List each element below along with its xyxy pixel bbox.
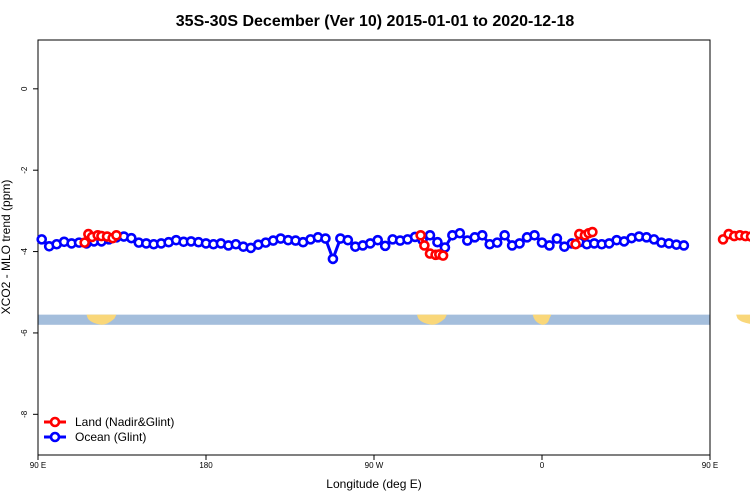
legend-land-marker <box>49 416 61 428</box>
map-land-1 <box>416 314 447 325</box>
y-tick-label: -2 <box>20 166 29 174</box>
x-tick-label: 90 E <box>30 461 46 470</box>
ocean-point <box>544 240 555 251</box>
legend: Land (Nadir&Glint) Ocean (Glint) <box>44 415 174 444</box>
x-tick-label: 0 <box>540 461 545 470</box>
ocean-point <box>320 233 331 244</box>
map-land-2 <box>532 314 552 325</box>
land-point <box>79 237 90 248</box>
series-land <box>79 226 750 261</box>
ocean-point <box>514 238 525 249</box>
land-point <box>419 240 430 251</box>
chart-title: 35S-30S December (Ver 10) 2015-01-01 to … <box>176 13 575 30</box>
y-tick-label: -6 <box>20 329 29 337</box>
world-map-strip <box>38 314 750 325</box>
map-land-3 <box>736 314 750 324</box>
ocean-point <box>36 234 48 245</box>
x-tick-label: 90 E <box>702 461 718 470</box>
ocean-point <box>491 237 503 248</box>
ocean-point <box>529 229 540 241</box>
ocean-point <box>372 234 384 246</box>
land-point <box>111 229 122 241</box>
legend-ocean-label: Ocean (Glint) <box>75 430 146 444</box>
ocean-point <box>476 229 488 241</box>
ocean-point <box>342 234 354 246</box>
ocean-point <box>499 229 510 241</box>
y-tick-label: -4 <box>20 247 29 255</box>
ocean-point <box>379 240 391 252</box>
y-axis-label: XCO2 - MLO trend (ppm) <box>0 180 13 315</box>
ocean-point <box>432 236 443 248</box>
x-axis: 90 E 180 90 W 0 90 E <box>30 455 718 470</box>
land-point <box>437 250 449 261</box>
legend-ocean-marker <box>49 431 61 443</box>
legend-land-label: Land (Nadir&Glint) <box>75 415 174 429</box>
x-axis-label: Longitude (deg E) <box>326 477 421 491</box>
land-point <box>745 231 750 242</box>
x-tick-label: 180 <box>199 461 213 470</box>
y-axis: 0 -2 -4 -6 -8 <box>20 86 38 418</box>
land-point <box>415 229 426 241</box>
x-tick-label: 90 W <box>365 461 384 470</box>
y-tick-label: -8 <box>20 410 29 418</box>
map-land-0 <box>86 314 117 325</box>
ocean-point <box>424 229 436 241</box>
ocean-point <box>327 253 339 265</box>
ocean-point <box>126 232 137 244</box>
y-tick-label: 0 <box>20 86 29 91</box>
map-ocean <box>38 314 710 325</box>
land-point <box>587 226 598 238</box>
ocean-point <box>551 233 563 244</box>
series-layer <box>36 226 750 265</box>
land-point <box>570 238 581 250</box>
ocean-point <box>678 240 690 251</box>
ocean-point <box>454 227 466 239</box>
